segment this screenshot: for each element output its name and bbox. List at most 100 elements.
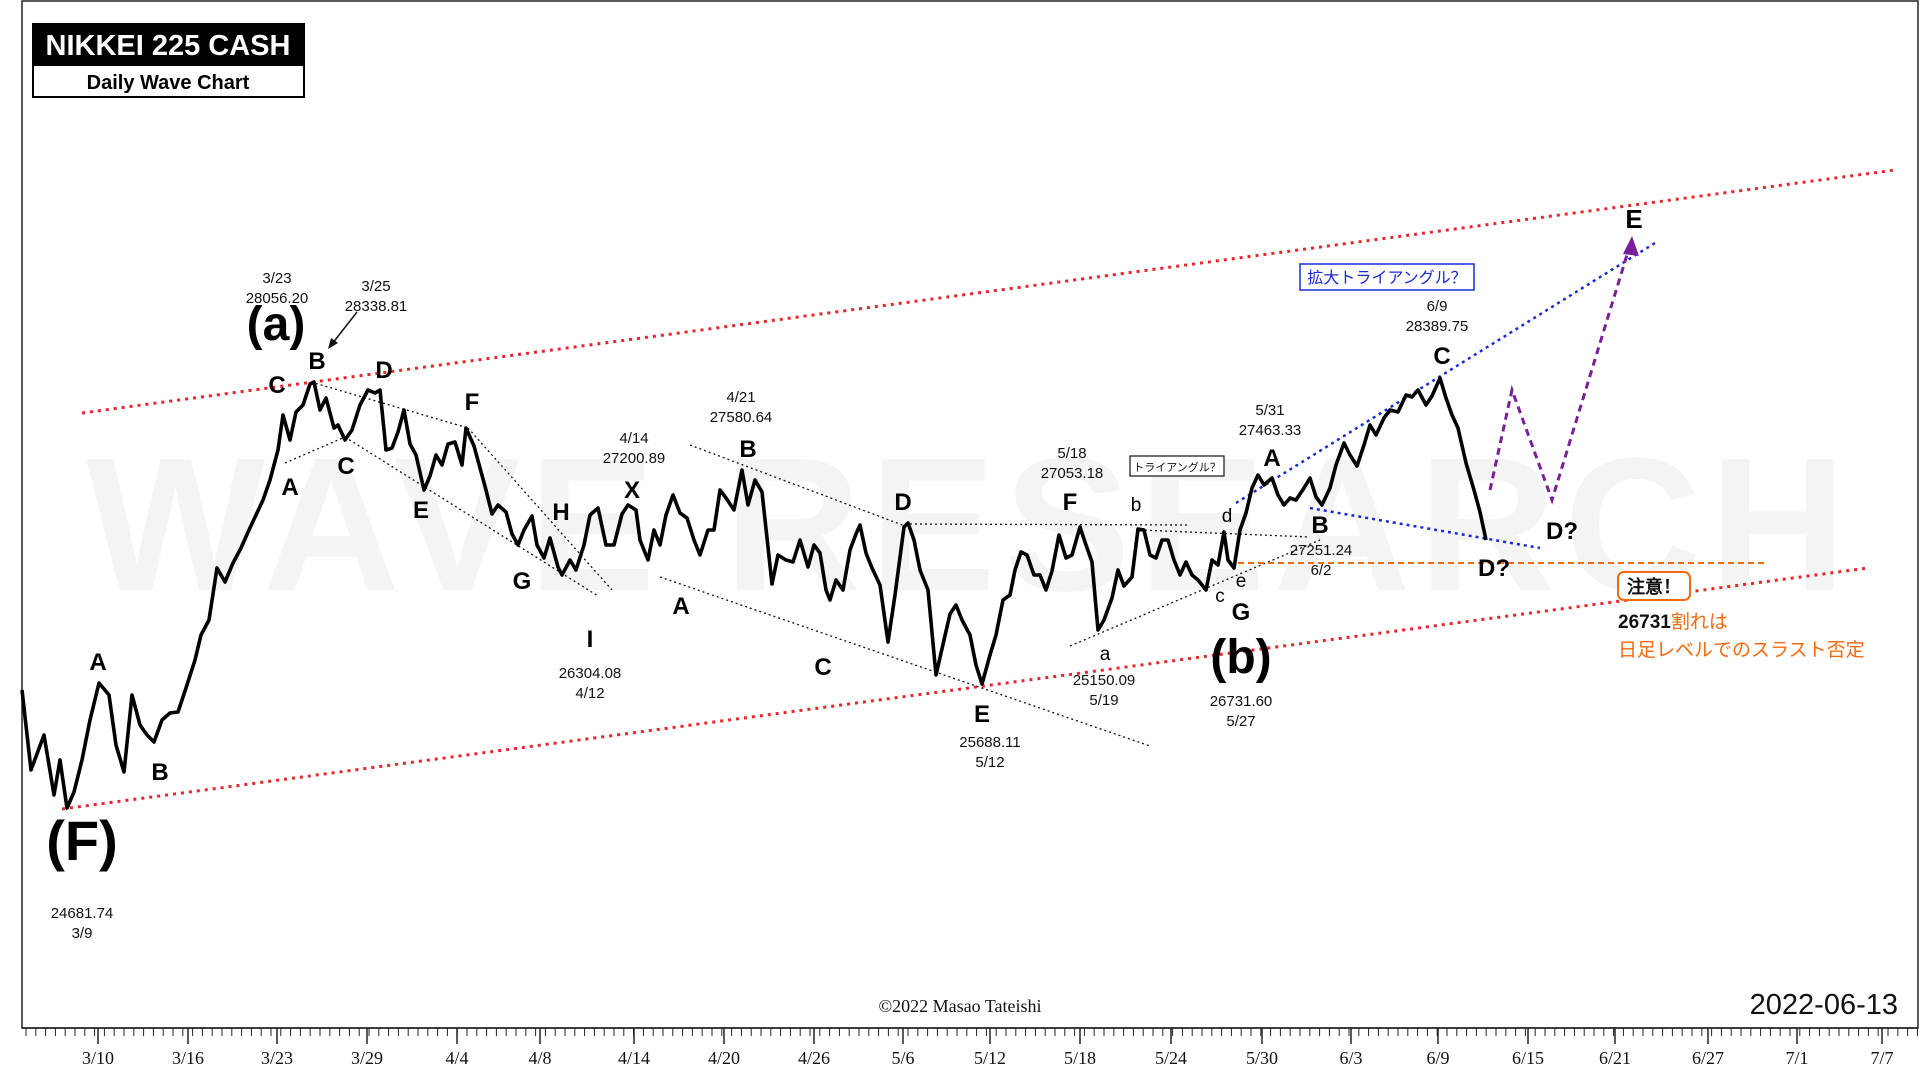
x-tick-label: 6/27 [1692,1048,1724,1068]
price-annotation-value: 27251.24 [1290,542,1353,559]
x-tick-label: 5/30 [1246,1048,1278,1068]
copyright: ©2022 Masao Tateishi [878,996,1041,1016]
upper-channel-line [81,168,1896,415]
x-tick-label: 5/24 [1155,1048,1187,1068]
caution-level: 26731 [1618,612,1671,633]
projection-path [1488,236,1639,505]
wave-label: H [552,499,569,526]
price-annotation-value: 28338.81 [345,298,408,315]
wave-label: F [465,389,480,416]
triangle-note: トライアングル？ [1133,460,1221,474]
x-tick-label: 5/12 [974,1048,1006,1068]
x-tick-label: 7/7 [1870,1048,1893,1068]
price-annotation-date: 6/2 [1311,562,1332,579]
price-annotation-date: 5/19 [1089,692,1118,709]
wave-label: B [308,348,325,375]
chart-title: NIKKEI 225 CASH [46,30,291,62]
price-annotation-value: 25688.11 [959,734,1020,751]
wave-label: C [337,453,354,480]
price-annotation-date: 5/27 [1226,713,1255,730]
price-annotation-value: 25150.09 [1073,672,1136,689]
wave-label: e [1236,571,1247,592]
wave-label: C [814,654,831,681]
x-tick-label: 6/3 [1339,1048,1362,1068]
wave-label: G [1232,599,1251,626]
chart-date: 2022-06-13 [1750,989,1898,1021]
wave-label: (a) [247,298,306,351]
caution-title: 注意！ [1627,576,1681,597]
price-annotation-date: 5/12 [975,754,1004,771]
x-tick-label: 3/23 [261,1048,293,1068]
price-annotation-value: 26304.08 [559,665,622,682]
wave-label: E [1625,204,1642,234]
price-annotation-date: 3/25 [361,278,390,295]
annotation-arrow [331,311,358,345]
price-series [20,376,1488,810]
price-annotation-date: 4/14 [619,430,648,447]
price-annotation-date: 4/21 [726,389,755,406]
caution-line1: 割れは [1671,611,1728,633]
triangle-upper-line [1235,241,1656,505]
wave-label: F [1063,489,1078,516]
annotation-arrowhead-icon [328,338,338,349]
title-box: NIKKEI 225 CASH Daily Wave Chart [32,23,305,98]
x-tick-label: 3/16 [172,1048,204,1068]
svg-text:26731割れは: 26731割れは [1618,611,1728,633]
x-tick-label: 3/10 [82,1048,114,1068]
x-tick-label: 4/20 [708,1048,740,1068]
price-annotation-value: 27053.18 [1041,465,1104,482]
wave-label: A [672,593,689,620]
wave-label: X [624,477,640,504]
wave-label: B [739,436,756,463]
price-annotation-value: 26731.60 [1210,693,1273,710]
x-axis: 3/10 3/16 3/23 3/29 4/4 4/8 4/14 4/20 4/26 5/6 5/1… [22,1027,1918,1068]
price-annotation-date: 6/9 [1427,298,1448,315]
expanding-triangle-note: 拡大トライアングル？ [1307,269,1466,287]
wave-label: b [1131,495,1142,516]
price-annotation-date: 5/18 [1057,445,1086,462]
wave-label: (b) [1210,631,1271,684]
wave-label: A [281,474,298,501]
price-annotation-value: 24681.74 [51,905,114,922]
projection-arrowhead-icon [1623,236,1639,256]
wave-label: B [151,759,168,786]
x-tick-label: 3/29 [351,1048,383,1068]
price-annotation-date: 5/31 [1255,402,1284,419]
x-tick-label: 6/9 [1426,1048,1449,1068]
x-tick-label: 5/18 [1064,1048,1096,1068]
wave-label: D [375,357,392,384]
wave-label: E [413,497,429,524]
price-annotation-date: 3/23 [262,270,291,287]
x-tick-label: 4/14 [618,1048,650,1068]
wave-label: E [974,701,990,728]
wave-label: (F) [46,809,118,872]
plot-frame [21,0,1919,1029]
price-annotation-value: 28389.75 [1406,318,1469,335]
caution-line2: 日足レベルでのスラスト否定 [1618,639,1865,661]
wave-label: A [89,649,106,676]
triangle-note-box: トライアングル？ [1129,455,1225,477]
price-annotation-value: 27463.33 [1239,422,1302,439]
wave-label: d [1222,506,1233,527]
price-annotation-value: 27200.89 [603,450,666,467]
price-annotation-date: 3/9 [72,925,93,942]
x-tick-label: 4/4 [445,1048,468,1068]
wave-label: G [513,568,532,595]
wave-label: I [587,626,594,653]
wave-label: a [1100,644,1111,665]
x-tick-label: 5/6 [891,1048,914,1068]
wave-label: D [894,489,911,516]
x-tick-label: 4/8 [528,1048,551,1068]
caution-note: 注意！ 26731割れは 日足レベルでのスラスト否定 [1617,571,1865,661]
wave-label: C [268,372,285,399]
x-tick-label: 6/21 [1599,1048,1631,1068]
price-annotation-value: 27580.64 [710,409,773,426]
label-layer: (F)AB(a)ABCCDEFGHIXABCDEFabcdeG(b)ABCD?D… [46,204,1642,942]
wave-label: c [1215,586,1225,607]
watermark: WAVE RESEARCH [86,419,1854,631]
price-line [20,376,1488,810]
price-annotation-date: 4/12 [575,685,604,702]
x-tick-label: 6/15 [1512,1048,1544,1068]
x-tick-label: 4/26 [798,1048,830,1068]
